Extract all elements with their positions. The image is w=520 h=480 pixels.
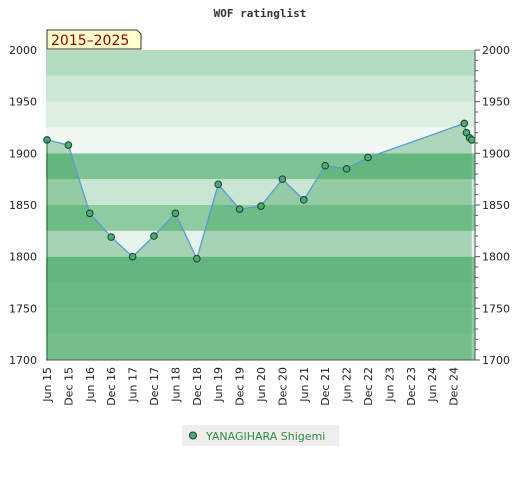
chart-title: WOF ratinglist — [214, 7, 307, 20]
data-point-1 — [64, 141, 73, 149]
data-point-8 — [214, 180, 222, 189]
x-tick-18: Jun 24 — [426, 367, 439, 403]
data-point-14 — [342, 165, 351, 173]
x-tick-13: Dec 21 — [319, 367, 332, 406]
x-tick-14: Jun 22 — [341, 367, 354, 403]
legend-entry: YANAGIHARA Shigemi — [205, 430, 325, 443]
y-tick-left-1700: 1700 — [9, 354, 37, 367]
band-1875 — [46, 153, 475, 180]
data-point-12 — [300, 196, 308, 204]
data-point-16 — [460, 119, 469, 128]
x-tick-16: Jun 23 — [383, 367, 396, 403]
y-tick-right-1900: 1900 — [482, 147, 510, 160]
y-tick-left-1900: 1900 — [9, 147, 37, 160]
x-tick-0: Jun 15 — [41, 367, 54, 403]
data-point-11 — [278, 175, 287, 183]
period-badge-text: 2015–2025 — [51, 33, 129, 49]
band-1775 — [46, 256, 475, 283]
x-tick-1: Dec 15 — [62, 367, 75, 406]
rating-line — [46, 122, 473, 261]
data-point-7 — [193, 254, 201, 263]
x-tick-9: Dec 19 — [234, 367, 247, 406]
y-tick-left-2000: 2000 — [9, 44, 37, 57]
y-tick-left-1750: 1750 — [9, 302, 37, 315]
y-tick-right-1850: 1850 — [482, 199, 510, 212]
y-tick-left-1850: 1850 — [9, 199, 37, 212]
y-tick-right-1950: 1950 — [482, 96, 510, 109]
x-tick-7: Dec 18 — [191, 367, 204, 406]
y-tick-right-1750: 1750 — [482, 302, 510, 315]
x-tick-6: Jun 18 — [169, 367, 182, 403]
x-tick-labels: Jun 15 Dec 15 Jun 16 Dec 16 Jun 17 Dec 17 Jun … — [41, 367, 461, 406]
legend-marker — [189, 431, 197, 440]
data-point-4 — [128, 252, 137, 261]
data-point-19 — [467, 136, 476, 144]
data-point-2 — [86, 209, 94, 218]
x-tick-3: Dec 16 — [105, 367, 118, 406]
data-point-15 — [364, 153, 372, 162]
rating-area — [47, 123, 472, 361]
x-tick-11: Dec 20 — [276, 367, 289, 406]
band-1975 — [46, 50, 475, 76]
data-point-10 — [257, 202, 265, 210]
legend-box — [182, 425, 339, 446]
data-point-6 — [171, 209, 180, 218]
x-tick-19: Dec 24 — [448, 367, 461, 406]
x-tick-2: Jun 16 — [84, 367, 97, 403]
background-bands — [46, 50, 475, 360]
axes — [46, 49, 480, 361]
band-1850 — [46, 179, 475, 205]
band-1950 — [46, 75, 475, 102]
band-1925 — [46, 101, 475, 128]
x-tick-12: Jun 21 — [298, 367, 311, 403]
data-point-3 — [107, 233, 115, 241]
y-tick-left-1800: 1800 — [9, 251, 37, 264]
band-1725 — [46, 308, 475, 335]
y-tick-right-2000: 2000 — [482, 44, 510, 57]
x-tick-10: Jun 20 — [255, 367, 268, 403]
data-point-5 — [150, 232, 158, 240]
x-tick-4: Jun 17 — [127, 367, 140, 403]
y-tick-right-1700: 1700 — [482, 354, 510, 367]
y-tick-labels: 1700 1700 1750 1750 1800 1800 1850 1850 1900 1900… — [9, 44, 510, 367]
data-point-13 — [321, 161, 330, 170]
x-tick-15: Dec 22 — [362, 367, 375, 406]
band-1700 — [46, 334, 475, 360]
period-badge: 2015–2025 — [46, 29, 142, 50]
legend: YANAGIHARA Shigemi — [182, 425, 339, 446]
band-1900 — [46, 127, 475, 154]
band-1750 — [46, 282, 475, 309]
x-tick-8: Jun 19 — [212, 367, 225, 403]
data-point-9 — [235, 205, 244, 213]
x-tick-5: Dec 17 — [148, 367, 161, 406]
band-1800 — [46, 230, 475, 257]
y-tick-right-1800: 1800 — [482, 251, 510, 264]
x-tick-17: Dec 23 — [405, 367, 418, 406]
data-points — [43, 119, 476, 263]
y-tick-left-1950: 1950 — [9, 96, 37, 109]
